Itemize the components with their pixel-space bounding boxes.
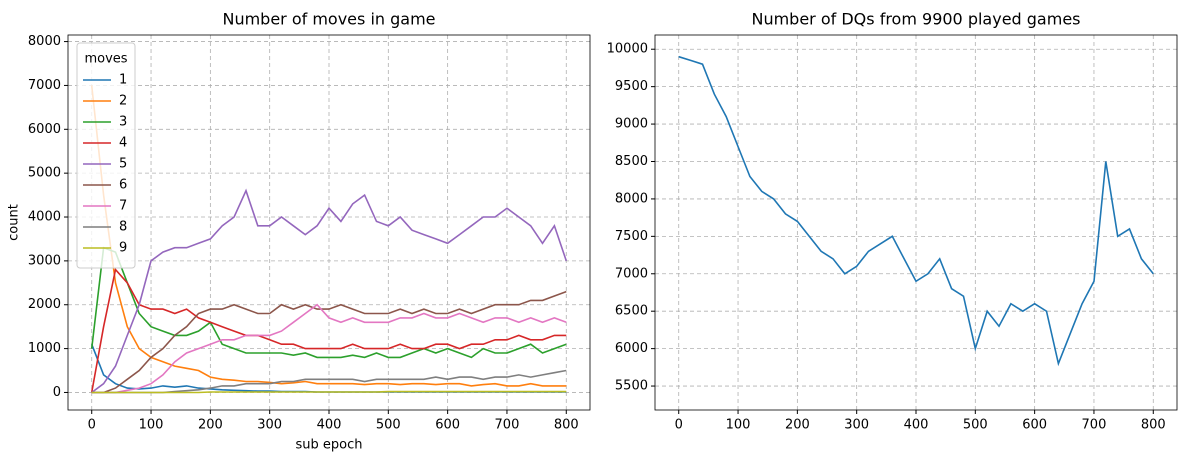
y-axis-label: count [7,204,22,241]
y-tick-label: 5000 [28,166,61,181]
legend-label: 8 [119,220,127,235]
y-tick-label: 8000 [28,34,61,49]
x-tick-label: 700 [1082,418,1107,433]
x-tick-label: 200 [785,418,810,433]
x-tick-label: 300 [844,418,869,433]
series-line [91,290,567,394]
axes-frame [654,34,1178,411]
series-line [90,85,567,387]
series-line [91,390,567,394]
y-tick-label: 0 [53,385,61,400]
x-tick-label: 600 [435,418,460,433]
y-tick-label: 9000 [615,117,648,132]
x-axis-label: sub epoch [296,438,363,453]
x-tick-label: 500 [963,418,988,433]
y-tick-label: 9500 [615,79,648,94]
y-tick-label: 7500 [615,229,648,244]
x-tick-label: 100 [139,418,164,433]
y-tick-label: 4000 [28,210,61,225]
legend-title: moves [84,52,127,67]
series-line [90,267,567,393]
y-tick-label: 2000 [28,297,61,312]
y-tick-label: 1000 [28,341,61,356]
x-tick-label: 800 [1141,418,1166,433]
series-line [90,246,567,359]
legend-label: 7 [119,199,127,214]
y-tick-label: 6500 [615,304,648,319]
legend-label: 3 [119,115,127,130]
legend-label: 4 [119,136,127,151]
y-tick-label: 7000 [615,266,648,281]
y-tick-label: 6000 [615,341,648,356]
x-tick-label: 400 [904,418,929,433]
x-tick-label: 400 [317,418,342,433]
y-tick-label: 8500 [615,154,648,169]
y-tick-label: 5500 [615,379,648,394]
legend-label: 1 [119,73,127,88]
chart-title: Number of moves in game [222,10,435,29]
x-tick-label: 200 [198,418,223,433]
legend-label: 9 [119,241,127,256]
legend-label: 5 [119,157,127,172]
x-tick-label: 500 [376,418,401,433]
y-tick-label: 6000 [28,122,61,137]
x-tick-label: 600 [1022,418,1047,433]
y-tick-label: 8000 [615,191,648,206]
x-tick-label: 0 [88,418,96,433]
axes-frame [67,34,591,411]
x-tick-label: 300 [257,418,282,433]
x-tick-label: 700 [495,418,520,433]
legend-box [76,42,136,269]
x-tick-label: 0 [675,418,683,433]
x-tick-label: 100 [726,418,751,433]
series-line [678,55,1154,367]
series-line [91,188,568,394]
y-tick-label: 3000 [28,253,61,268]
legend-label: 6 [119,178,127,193]
legend-label: 2 [119,94,127,109]
x-tick-label: 800 [554,418,579,433]
y-tick-label: 7000 [28,78,61,93]
y-tick-label: 10000 [607,42,648,57]
series-line [91,303,567,394]
chart-title: Number of DQs from 9900 played games [751,10,1080,29]
